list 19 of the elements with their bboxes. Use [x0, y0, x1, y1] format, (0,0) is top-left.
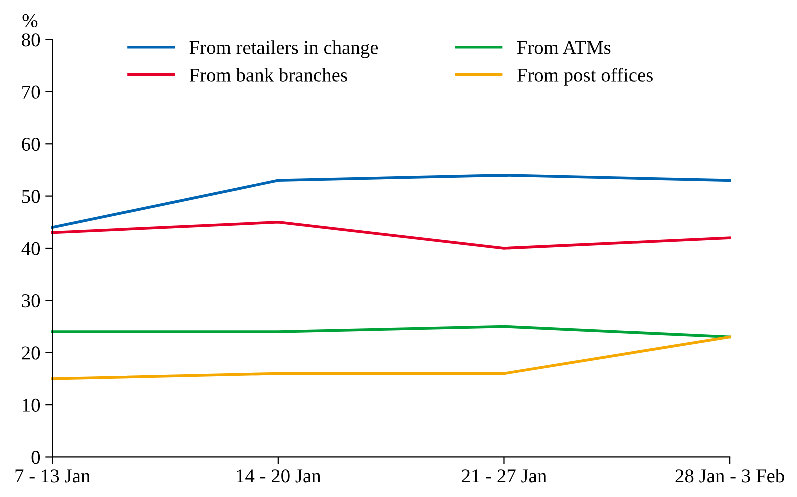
y-tick-label: 70: [22, 86, 40, 99]
y-tick-label: 30: [22, 294, 40, 308]
y-tick-label: 50: [22, 190, 40, 204]
legend-label: From ATMs: [517, 41, 611, 54]
x-tick-label: 21 - 27 Jan: [462, 470, 547, 483]
y-tick-label: 10: [23, 398, 40, 412]
legend-label: From bank branches: [190, 68, 348, 82]
y-axis-title: %: [22, 14, 38, 28]
legend-label: From post offices: [517, 68, 653, 86]
legend-label: From retailers in change: [190, 40, 378, 58]
y-tick-label: 40: [22, 242, 40, 256]
x-tick-label: 7 - 13 Jan: [16, 470, 90, 483]
y-tick-label: 60: [22, 138, 40, 152]
line-series: [51, 221, 732, 250]
y-tick-label: 20: [22, 346, 40, 360]
y-tick-label: 0: [32, 451, 40, 464]
x-tick-label: 28 Jan - 3 Feb: [676, 469, 784, 483]
y-tick-label: 80: [22, 34, 40, 47]
x-tick-label: 14 - 20 Jan: [237, 470, 322, 483]
